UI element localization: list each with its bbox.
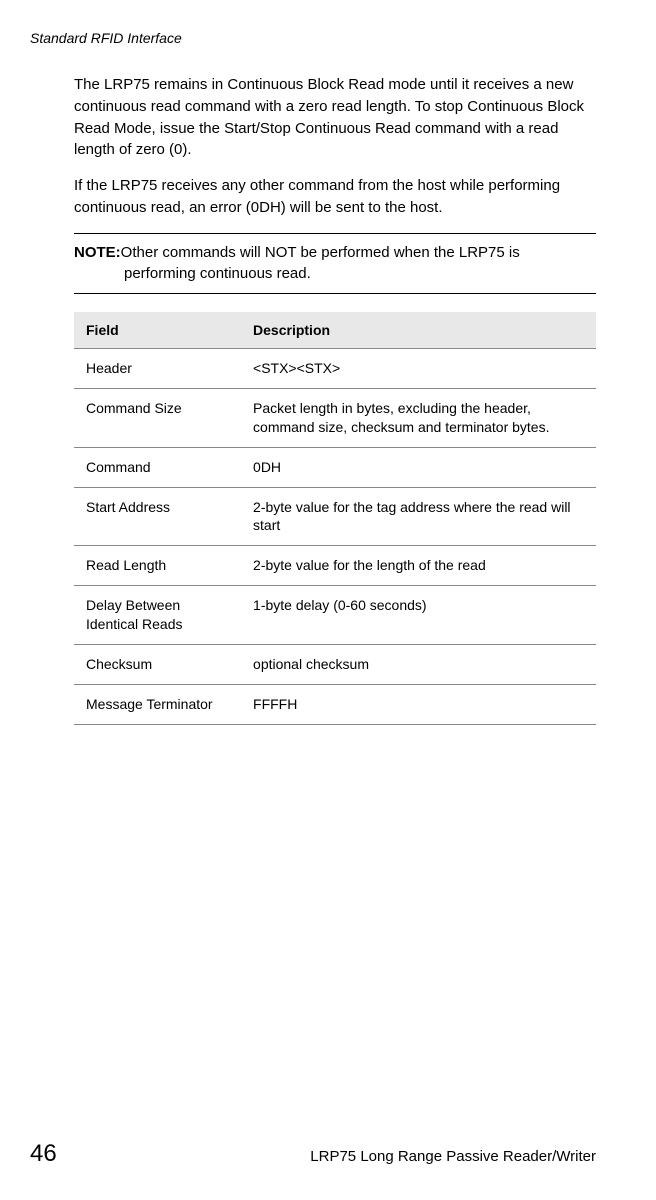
cell-field: Start Address [74,487,241,546]
cell-field: Message Terminator [74,684,241,724]
note-label: NOTE: [74,244,121,261]
cell-field: Delay Between Identical Reads [74,586,241,645]
cell-desc: Packet length in bytes, excluding the he… [241,388,596,447]
note-text: NOTE:Other commands will NOT be performe… [74,242,596,286]
page-footer: 46 LRP75 Long Range Passive Reader/Write… [30,1140,596,1168]
content-area: The LRP75 remains in Continuous Block Re… [74,74,596,725]
table-row: Command Size Packet length in bytes, exc… [74,388,596,447]
table-row: Read Length 2-byte value for the length … [74,546,596,586]
cell-desc: 1-byte delay (0-60 seconds) [241,586,596,645]
cell-desc: <STX><STX> [241,349,596,389]
cell-desc: 2-byte value for the length of the read [241,546,596,586]
table-row: Delay Between Identical Reads 1-byte del… [74,586,596,645]
cell-desc: 2-byte value for the tag address where t… [241,487,596,546]
page-number: 46 [30,1140,57,1168]
table-row: Start Address 2-byte value for the tag a… [74,487,596,546]
cell-field: Command [74,447,241,487]
cell-field: Checksum [74,645,241,685]
note-line-1: Other commands will NOT be performed whe… [121,244,520,261]
footer-title: LRP75 Long Range Passive Reader/Writer [310,1148,596,1165]
paragraph-2: If the LRP75 receives any other command … [74,175,596,219]
table-header-row: Field Description [74,312,596,349]
field-description-table: Field Description Header <STX><STX> Comm… [74,312,596,725]
note-rule-bottom [74,293,596,294]
header-description: Description [241,312,596,349]
note-rule-top [74,233,596,234]
cell-field: Header [74,349,241,389]
note-block: NOTE:Other commands will NOT be performe… [74,242,596,286]
cell-field: Read Length [74,546,241,586]
running-header: Standard RFID Interface [30,30,596,46]
table-row: Checksum optional checksum [74,645,596,685]
table-row: Header <STX><STX> [74,349,596,389]
header-field: Field [74,312,241,349]
paragraph-1: The LRP75 remains in Continuous Block Re… [74,74,596,161]
cell-desc: 0DH [241,447,596,487]
cell-desc: FFFFH [241,684,596,724]
cell-desc: optional checksum [241,645,596,685]
cell-field: Command Size [74,388,241,447]
table-row: Message Terminator FFFFH [74,684,596,724]
table-row: Command 0DH [74,447,596,487]
note-line-2: performing continuous read. [74,263,596,285]
